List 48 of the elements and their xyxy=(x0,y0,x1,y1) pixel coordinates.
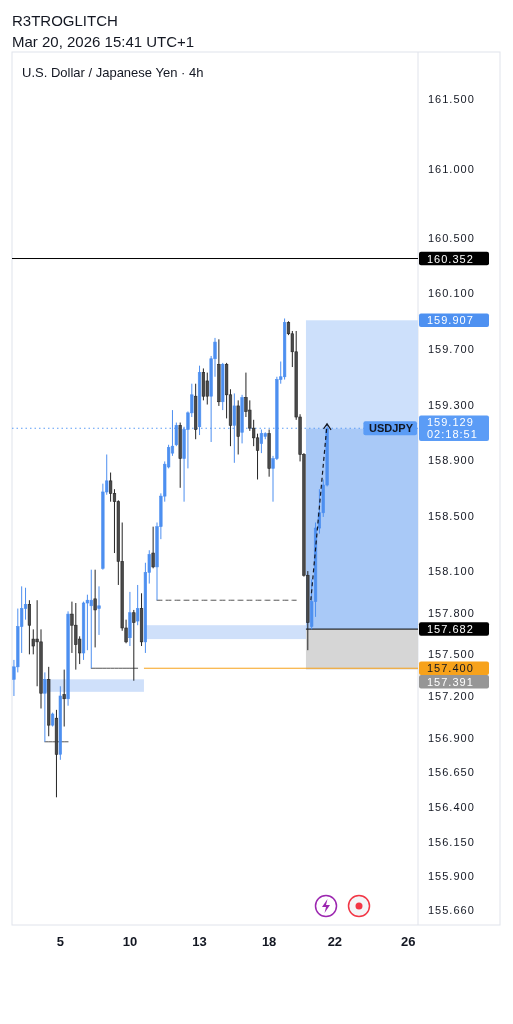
y-tick-label: 158.500 xyxy=(428,509,475,522)
candlestick xyxy=(93,569,97,648)
x-tick-label: 13 xyxy=(192,934,207,949)
y-tick-label: 160.500 xyxy=(428,231,475,244)
candlestick xyxy=(43,671,47,743)
band-label: 159.907 xyxy=(427,314,474,327)
candlestick xyxy=(201,367,205,401)
y-tick-label: 160.100 xyxy=(428,287,475,300)
y-tick-label: 156.900 xyxy=(428,731,475,744)
x-tick-label: 22 xyxy=(327,934,343,949)
candlestick xyxy=(85,594,89,651)
x-tick-label: 10 xyxy=(122,934,138,949)
candlestick xyxy=(27,599,31,655)
candlestick xyxy=(97,585,101,636)
annotation: USDJPY xyxy=(368,422,414,435)
candlestick xyxy=(62,669,66,728)
y-tick-label: 161.000 xyxy=(428,162,475,175)
y-tick-label: 161.500 xyxy=(428,93,475,106)
candlestick xyxy=(151,526,155,569)
y-tick-label: 158.100 xyxy=(428,565,475,578)
y-tick-label: 159.300 xyxy=(428,398,475,411)
y-tick-label: 155.660 xyxy=(428,903,475,916)
y-tick-label: 156.650 xyxy=(428,766,475,779)
candlestick xyxy=(259,429,263,454)
ref-line-label: 159.129 02:18:51 xyxy=(427,416,478,441)
candlestick xyxy=(232,392,236,464)
ref-line-label: 160.352 xyxy=(427,252,474,265)
y-tick-label: 155.900 xyxy=(428,870,475,883)
text: R3TROGLITCH xyxy=(12,12,118,29)
candlestick xyxy=(136,584,140,626)
x-tick-label: 26 xyxy=(401,934,416,949)
band-label: 157.391 xyxy=(427,675,474,688)
y-tick-label: 157.200 xyxy=(428,689,475,702)
candlestick xyxy=(74,602,78,671)
y-tick-label: 156.150 xyxy=(428,835,475,848)
text: Mar 20, 2026 15:41 UTC+1 xyxy=(12,33,195,50)
x-tick-label: 18 xyxy=(261,934,277,949)
candlestick xyxy=(89,569,93,669)
y-tick-label: 157.500 xyxy=(428,648,475,661)
candlestick xyxy=(205,372,209,406)
text: U.S. Dollar / Japanese Yen · 4h xyxy=(22,65,204,80)
ref-line-label: 157.400 xyxy=(427,662,474,675)
y-tick-label: 159.700 xyxy=(428,343,475,356)
y-tick-label: 157.800 xyxy=(428,606,475,619)
ref-line-label: 157.682 xyxy=(427,623,474,636)
y-tick-label: 156.400 xyxy=(428,801,475,814)
x-tick-label: 5 xyxy=(56,934,64,949)
y-tick-label: 158.900 xyxy=(428,454,475,467)
